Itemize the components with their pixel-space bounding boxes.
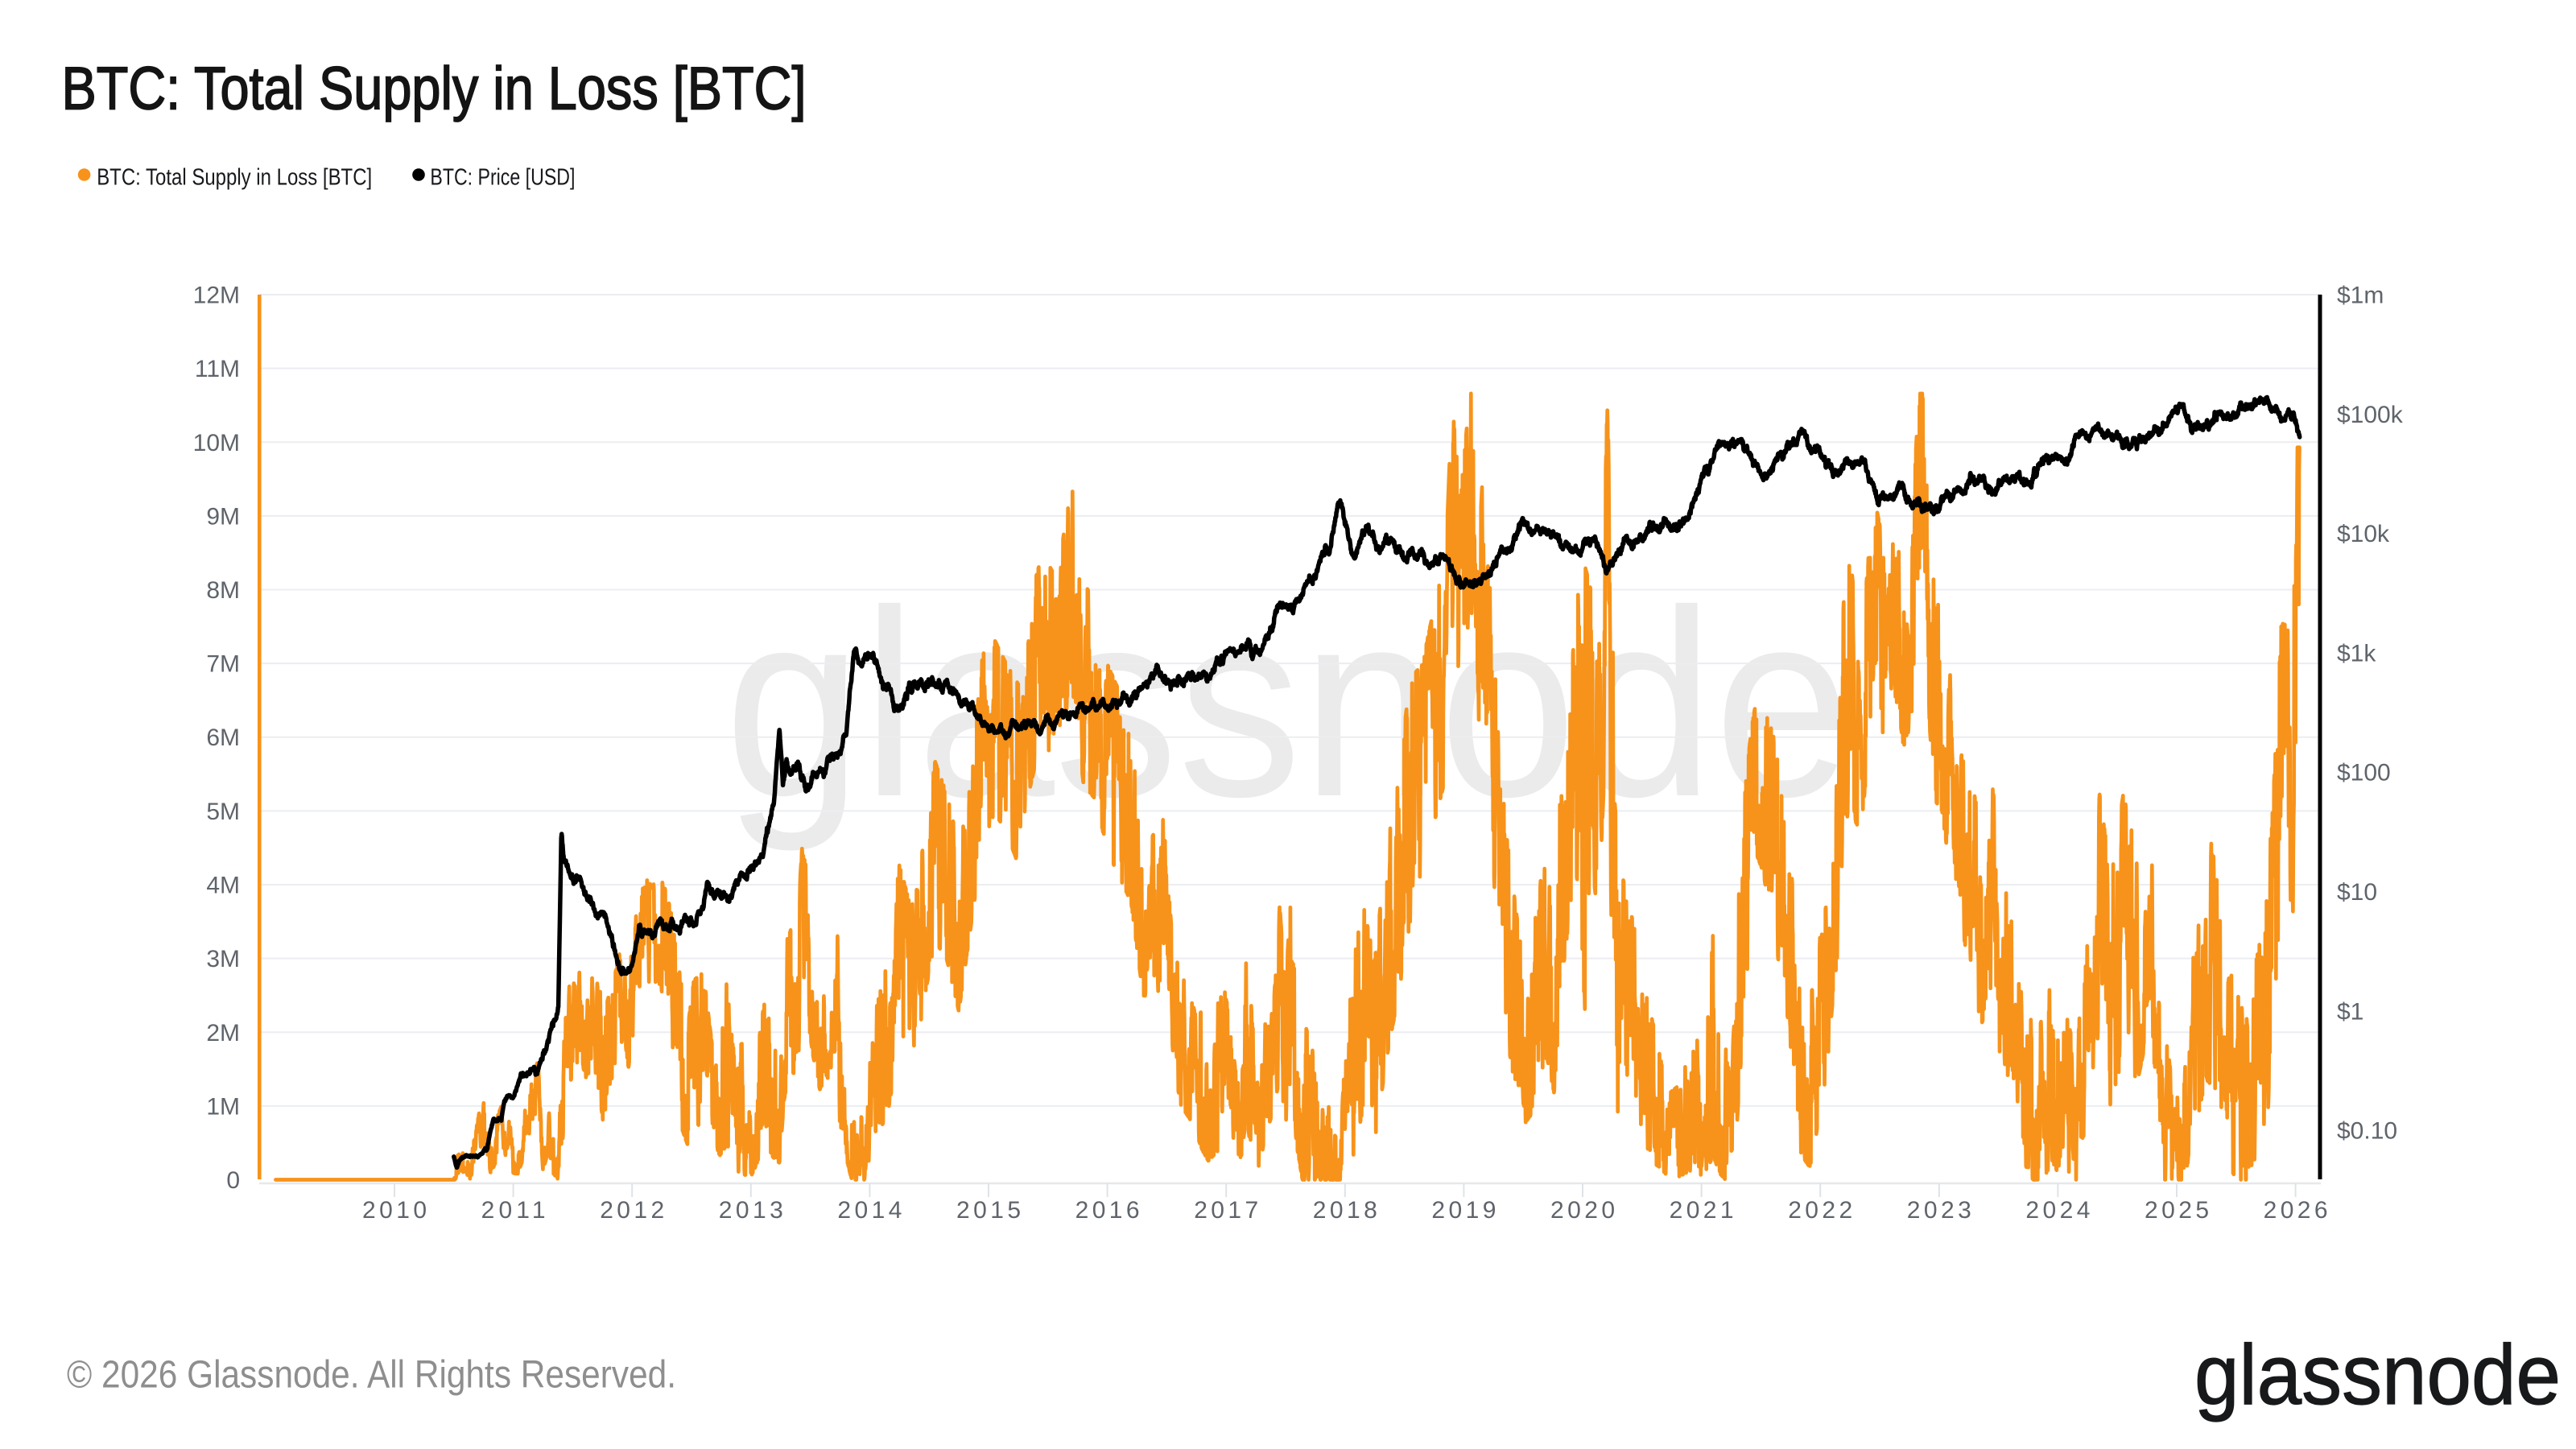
svg-text:4M: 4M [206, 873, 240, 899]
svg-text:2M: 2M [206, 1020, 240, 1046]
svg-text:0: 0 [226, 1167, 240, 1194]
svg-text:$1: $1 [2337, 998, 2363, 1025]
svg-text:8M: 8M [206, 577, 240, 604]
svg-text:12M: 12M [193, 283, 240, 309]
svg-text:11M: 11M [195, 356, 240, 382]
svg-text:glassnode: glassnode [2194, 1327, 2561, 1422]
svg-text:$100: $100 [2337, 760, 2391, 786]
svg-text:6M: 6M [206, 724, 240, 751]
svg-text:BTC: Total Supply in Loss [BTC: BTC: Total Supply in Loss [BTC] [97, 165, 372, 191]
svg-text:7M: 7M [206, 651, 240, 678]
svg-text:$0.10: $0.10 [2337, 1118, 2397, 1145]
svg-text:3M: 3M [206, 946, 240, 972]
svg-text:$10k: $10k [2337, 521, 2390, 547]
svg-text:$10: $10 [2337, 879, 2377, 906]
svg-text:$1k: $1k [2337, 640, 2376, 667]
svg-text:$100k: $100k [2337, 402, 2404, 428]
svg-text:10M: 10M [193, 430, 240, 456]
svg-text:1M: 1M [206, 1093, 240, 1120]
svg-text:BTC: Total Supply in Loss [BTC: BTC: Total Supply in Loss [BTC] [62, 55, 807, 122]
svg-text:© 2026 Glassnode. All Rights R: © 2026 Glassnode. All Rights Reserved. [67, 1354, 676, 1397]
svg-text:$1m: $1m [2337, 283, 2384, 309]
svg-text:5M: 5M [206, 799, 240, 825]
svg-text:9M: 9M [206, 503, 240, 530]
svg-text:BTC: Price [USD]: BTC: Price [USD] [430, 165, 575, 191]
